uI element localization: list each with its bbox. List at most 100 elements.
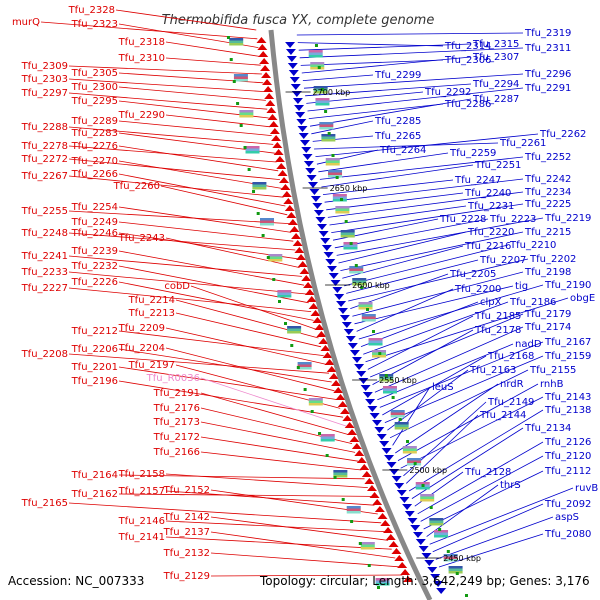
scale-labels: 2700 kbp 2650 kbp 2600 kbp 2550 kbp 2500 kbp…: [313, 88, 481, 563]
leader-line: [363, 301, 509, 355]
gene-arrow-up: [312, 317, 323, 323]
right-gene-label: Tfu_2242: [524, 174, 571, 185]
leader-line: [400, 396, 544, 469]
gene-block: [368, 338, 383, 341]
gene-block: [335, 208, 350, 211]
gene-block: [233, 76, 248, 79]
gene-block: [320, 439, 335, 442]
left-gene-label: Tfu_2176: [153, 403, 200, 414]
gene-block: [315, 100, 330, 103]
leader-line: [340, 231, 524, 271]
gene-arrow-down: [302, 154, 313, 160]
right-gene-label: Tfu_2292: [424, 87, 471, 98]
gene-block: [297, 364, 312, 367]
gene-arrow-up: [286, 212, 297, 218]
gene-block: [252, 182, 267, 185]
leader-line: [411, 427, 524, 499]
scale-label: 2500 kbp: [409, 466, 447, 475]
leader-line: [165, 473, 368, 488]
right-gene-label: Tfu_2225: [524, 199, 571, 210]
gene-arrow-up: [265, 100, 276, 106]
right-gene-label: leuS: [432, 382, 454, 393]
gene-arrow-up: [291, 233, 302, 239]
leader-line: [68, 287, 312, 312]
leader-line: [302, 74, 374, 81]
leader-line: [395, 383, 499, 454]
gene-block: [382, 388, 397, 391]
left-gene-label: Tfu_2233: [21, 267, 68, 278]
gene-block: [349, 268, 364, 271]
left-gene-label: Tfu_2204: [118, 343, 165, 354]
right-gene-label: Tfu_2259: [449, 148, 496, 159]
right-strand-genes: [285, 42, 447, 594]
right-gene-label: Tfu_2168: [487, 351, 534, 362]
leader-line: [200, 377, 347, 427]
gene-arrow-down: [427, 567, 438, 573]
gene-block: [321, 134, 336, 137]
gene-arrow-down: [376, 434, 387, 440]
left-gene-label: Tfu_2157: [118, 486, 165, 497]
gene-block: [328, 170, 343, 173]
tick-marker: [421, 484, 425, 487]
right-gene-label: Tfu_2128: [464, 467, 511, 478]
gene-block: [390, 412, 405, 415]
right-gene-label: Tfu_2167: [544, 337, 591, 348]
right-gene-label: Tfu_2186: [509, 297, 556, 308]
gene-arrow-up: [283, 198, 294, 204]
leader-line: [40, 21, 258, 40]
gene-arrow-down: [341, 322, 352, 328]
right-gene-label: Tfu_2228: [439, 214, 486, 225]
right-gene-label: obgE: [570, 293, 595, 304]
gene-block: [407, 460, 422, 463]
gene-block: [349, 271, 364, 274]
gene-block: [277, 290, 292, 293]
right-gene-label: Tfu_2143: [544, 392, 591, 403]
right-gene-label: Tfu_2215: [524, 227, 571, 238]
gene-arrow-down: [301, 147, 312, 153]
right-gene-label: Tfu_2179: [524, 309, 571, 320]
left-gene-label: Tfu_2141: [118, 532, 165, 543]
left-gene-label: Tfu_2254: [71, 202, 118, 213]
gene-block: [310, 64, 325, 67]
topology-text: Topology: circular; Length: 3,642,249 bp…: [259, 574, 590, 588]
genome-title: Thermobifida fusca YX, complete genome: [162, 13, 435, 28]
gene-block: [420, 494, 435, 497]
gene-arrow-down: [330, 280, 341, 286]
leader-line: [298, 43, 472, 51]
left-gene-label: Tfu_2248: [21, 228, 68, 239]
gene-arrow-up: [256, 37, 267, 43]
gene-arrow-down: [291, 91, 302, 97]
gene-arrow-down: [288, 70, 299, 76]
left-gene-label: Tfu_2310: [118, 53, 165, 64]
gene-arrow-down: [328, 273, 339, 279]
tick-marker: [256, 212, 260, 215]
gene-block: [260, 223, 275, 226]
right-gene-label: Tfu_2307: [472, 52, 519, 63]
left-gene-label: Tfu_2146: [118, 516, 165, 527]
gene-arrow-down: [394, 483, 405, 489]
tick-marker: [384, 374, 388, 377]
leader-line: [210, 531, 396, 559]
right-gene-label: Tfu_2294: [472, 79, 519, 90]
gene-arrow-down: [292, 98, 303, 104]
leader-line: [68, 255, 302, 277]
gene-block: [415, 487, 430, 490]
gene-block: [434, 532, 449, 535]
gene-arrow-down: [294, 105, 305, 111]
gene-block: [229, 38, 244, 41]
right-gene-label: Tfu_2311: [524, 43, 571, 54]
tick-marker: [310, 410, 314, 413]
gene-arrow-down: [296, 119, 307, 125]
leader-line: [435, 516, 554, 560]
leader-line: [299, 47, 524, 59]
leader-line: [331, 203, 524, 233]
gene-arrow-down: [421, 553, 432, 559]
leader-line: [68, 158, 280, 180]
tick-marker: [314, 44, 318, 47]
gene-arrow-down: [360, 385, 371, 391]
right-gene-label: Tfu_2205: [449, 269, 496, 280]
leader-line: [338, 231, 467, 264]
leader-line: [307, 87, 524, 112]
gene-arrow-down: [299, 140, 310, 146]
